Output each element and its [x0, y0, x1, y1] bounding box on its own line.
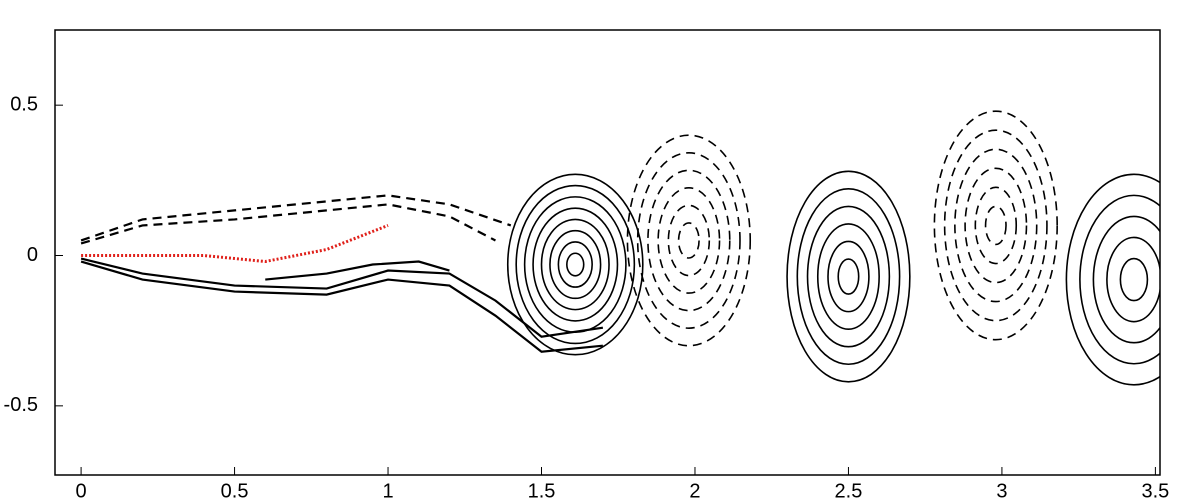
vortex-contour	[954, 148, 1038, 303]
vortex-contour	[506, 173, 644, 356]
x-tick-label: 0.5	[221, 480, 249, 502]
vortex-contour	[523, 196, 627, 333]
x-tick-label: 1.5	[528, 480, 556, 502]
vortex-contour	[816, 223, 880, 330]
vortex-contour	[806, 205, 891, 348]
vortex-contour	[943, 129, 1048, 322]
contour-line	[81, 224, 389, 264]
x-tick-label: 0	[76, 480, 87, 502]
x-tick-label: 2	[689, 480, 700, 502]
x-tick-label: 3	[996, 480, 1007, 502]
vortex-contour	[827, 240, 870, 313]
vortex-contour	[1079, 194, 1160, 365]
y-tick-label: -0.5	[4, 394, 38, 416]
contour-line	[80, 194, 512, 242]
vortex-contour	[540, 218, 610, 311]
vortex-contour	[677, 222, 700, 259]
vortex-contour	[933, 110, 1058, 341]
vortex-contour	[1119, 257, 1149, 302]
vortex-contour	[549, 229, 602, 300]
vortex-contour	[636, 151, 741, 329]
vortex-contour	[532, 207, 619, 322]
vortex-contour	[964, 167, 1028, 284]
y-tick-label: 0	[27, 244, 38, 266]
vortex-contour	[667, 204, 711, 277]
vortex-contour	[626, 134, 752, 347]
vortex-contour	[796, 188, 901, 366]
vortex-contour	[1065, 173, 1160, 386]
x-tick-label: 2.5	[835, 480, 863, 502]
vortex-contour	[647, 169, 731, 312]
vortex-contour	[786, 170, 911, 383]
vortex-contour	[837, 258, 860, 295]
vortex-contour	[974, 186, 1018, 265]
vortex-contour	[566, 252, 585, 277]
x-tick-label: 1	[382, 480, 393, 502]
y-tick-label: 0.5	[10, 93, 38, 115]
vortex-contour	[1092, 215, 1160, 344]
vortex-contour	[984, 205, 1007, 246]
contour-line	[80, 257, 604, 338]
contour-line	[80, 260, 604, 353]
contour-line	[80, 203, 496, 245]
vortex-contour	[1106, 236, 1160, 323]
plot-frame	[54, 29, 1161, 476]
vortex-contour	[657, 187, 721, 294]
plot-area	[80, 110, 1160, 386]
vortex-contour	[557, 241, 593, 288]
x-tick-label: 3.5	[1141, 480, 1169, 502]
vortex-contour	[515, 184, 636, 345]
contour-line	[265, 260, 450, 281]
